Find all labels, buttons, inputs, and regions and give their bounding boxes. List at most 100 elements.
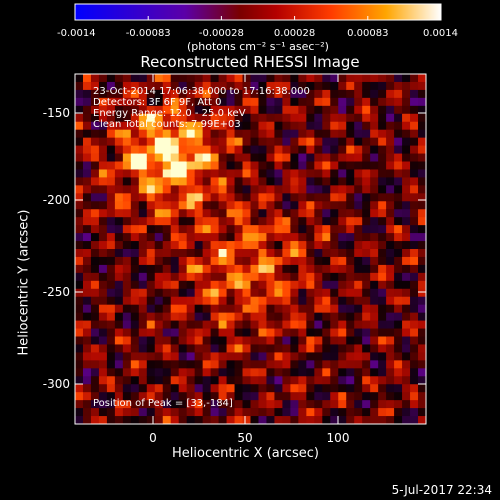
image-pixel: [98, 249, 108, 258]
image-pixel: [354, 161, 363, 170]
image-pixel: [298, 392, 307, 401]
image-pixel: [98, 288, 108, 298]
image-pixel: [122, 249, 132, 258]
image-pixel: [226, 201, 236, 210]
image-pixel: [162, 121, 172, 131]
image-pixel: [82, 177, 92, 186]
image-pixel: [218, 408, 228, 417]
image-pixel: [114, 97, 124, 107]
image-pixel: [90, 328, 100, 337]
image-pixel: [98, 272, 108, 282]
image-pixel: [298, 408, 307, 417]
image-pixel: [170, 233, 180, 242]
image-pixel: [122, 201, 132, 210]
image-pixel: [282, 233, 291, 242]
image-pixel: [226, 256, 236, 266]
image-pixel: [410, 217, 419, 226]
image-pixel: [130, 344, 140, 353]
image-pixel: [258, 249, 267, 258]
image-pixel: [186, 89, 196, 99]
image-pixel: [170, 249, 180, 258]
image-pixel: [354, 233, 363, 242]
image-pixel: [274, 129, 283, 139]
image-pixel: [410, 249, 419, 258]
image-pixel: [362, 280, 371, 290]
image-pixel: [386, 392, 395, 401]
image-pixel: [146, 312, 156, 322]
image-pixel: [362, 264, 371, 274]
image-pixel: [314, 264, 323, 274]
image-pixel: [75, 193, 84, 202]
image-pixel: [354, 288, 363, 298]
colorbar-tick-label: 0.00028: [274, 28, 315, 39]
image-pixel: [362, 185, 371, 194]
image-pixel: [186, 304, 196, 314]
image-pixel: [138, 376, 148, 385]
image-pixel: [234, 392, 244, 401]
image-pixel: [250, 416, 259, 425]
image-pixel: [130, 392, 140, 401]
image-pixel: [298, 74, 307, 83]
y-tick-label: -150: [43, 106, 70, 120]
image-pixel: [330, 233, 339, 242]
image-pixel: [402, 177, 411, 186]
image-pixel: [114, 312, 124, 322]
image-pixel: [274, 304, 283, 314]
image-pixel: [114, 416, 124, 425]
image-pixel: [98, 408, 108, 417]
image-pixel: [146, 344, 156, 353]
image-pixel: [218, 209, 228, 218]
image-pixel: [154, 113, 164, 123]
image-pixel: [106, 296, 116, 306]
image-pixel: [122, 217, 132, 226]
image-pixel: [322, 408, 331, 417]
image-pixel: [378, 336, 387, 345]
image-pixel: [162, 241, 172, 250]
image-pixel: [338, 74, 347, 83]
image-pixel: [218, 129, 228, 139]
image-pixel: [378, 201, 387, 210]
image-pixel: [178, 249, 188, 258]
image-pixel: [226, 328, 236, 337]
image-pixel: [322, 384, 331, 393]
image-pixel: [146, 288, 156, 298]
image-pixel: [322, 161, 331, 170]
image-pixel: [178, 384, 188, 393]
image-pixel: [378, 249, 387, 258]
image-pixel: [90, 264, 100, 274]
image-pixel: [106, 89, 116, 99]
image-pixel: [386, 360, 395, 369]
image-pixel: [298, 89, 307, 99]
image-pixel: [314, 368, 323, 377]
image-pixel: [330, 217, 339, 226]
image-pixel: [250, 217, 259, 226]
image-pixel: [242, 400, 251, 409]
image-pixel: [202, 400, 212, 409]
image-pixel: [178, 392, 188, 401]
image-pixel: [130, 193, 140, 202]
image-pixel: [154, 264, 164, 274]
image-pixel: [170, 217, 180, 226]
image-pixel: [354, 89, 363, 99]
image-pixel: [378, 105, 387, 115]
image-pixel: [242, 344, 251, 353]
image-pixel: [122, 233, 132, 242]
image-pixel: [138, 328, 148, 337]
image-pixel: [226, 320, 236, 330]
image-pixel: [266, 233, 275, 242]
image-pixel: [106, 161, 116, 170]
image-pixel: [354, 249, 363, 258]
image-pixel: [130, 201, 140, 210]
image-pixel: [290, 113, 299, 123]
image-pixel: [234, 153, 244, 162]
image-pixel: [75, 153, 84, 162]
image-pixel: [418, 312, 427, 322]
image-pixel: [306, 145, 315, 155]
image-pixel: [154, 153, 164, 162]
image-pixel: [362, 344, 371, 353]
image-pixel: [98, 233, 108, 242]
image-pixel: [186, 74, 196, 83]
image-pixel: [106, 81, 116, 91]
image-pixel: [138, 304, 148, 314]
image-pixel: [394, 384, 403, 393]
